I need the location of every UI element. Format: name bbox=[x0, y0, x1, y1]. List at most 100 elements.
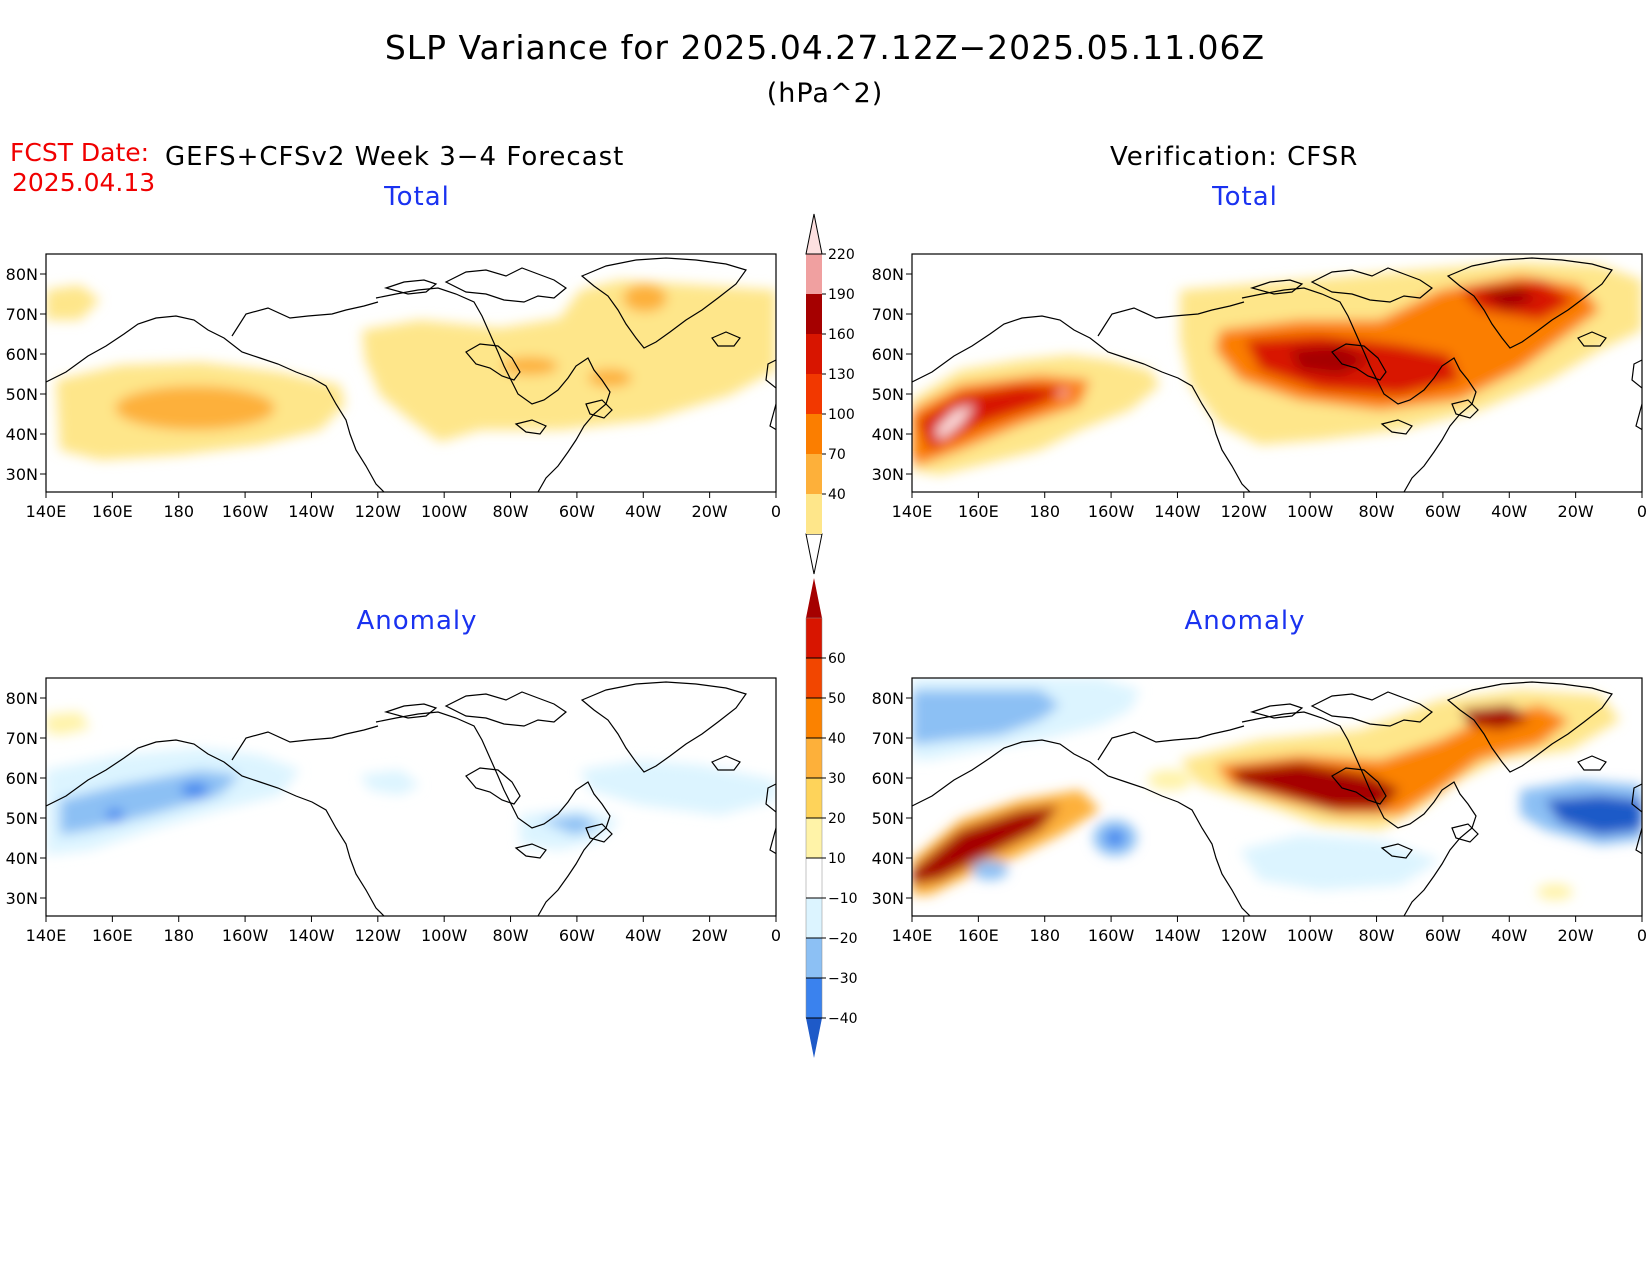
colorbar-swatch bbox=[806, 898, 822, 938]
fcst-date-value: 2025.04.13 bbox=[12, 168, 156, 197]
lon-tick-label: 60W bbox=[559, 926, 595, 945]
axis-labels: 80N 70N 60N 50N 40N 30N 140E 160E 180 160W 140W 120… bbox=[6, 265, 1647, 945]
colorbar-upper-extension bbox=[805, 213, 823, 255]
lon-tick-label: 20W bbox=[692, 502, 728, 521]
lon-tick-label: 40W bbox=[625, 926, 661, 945]
lat-tick-label: 80N bbox=[872, 689, 904, 708]
colorbar-level-label: 190 bbox=[828, 287, 855, 303]
lat-tick-label: 40N bbox=[6, 849, 38, 868]
colorbar-total: 40 70 100 130 160 190 220 bbox=[805, 213, 855, 575]
colorbar-level-label: 40 bbox=[828, 487, 846, 503]
colorbar-level-label: −40 bbox=[828, 1011, 858, 1027]
lon-tick-label: 60W bbox=[1425, 502, 1461, 521]
colorbar-lower-extension bbox=[806, 1018, 822, 1058]
colorbar-level-label: 100 bbox=[828, 407, 855, 423]
colorbar-swatch bbox=[806, 938, 822, 978]
lon-tick-label: 140W bbox=[288, 926, 335, 945]
lat-tick-label: 80N bbox=[6, 689, 38, 708]
colorbar-level-label: 10 bbox=[828, 851, 846, 867]
lon-tick-label: 60W bbox=[559, 502, 595, 521]
panel-title-forecast-total: Total bbox=[384, 182, 450, 212]
panel-title-verification-total: Total bbox=[1212, 182, 1278, 212]
lat-tick-label: 60N bbox=[872, 345, 904, 364]
lon-tick-label: 0 bbox=[1637, 926, 1647, 945]
colorbar-level-label: 20 bbox=[828, 811, 846, 827]
colorbar-swatch bbox=[806, 978, 822, 1018]
lat-tick-label: 70N bbox=[872, 729, 904, 748]
colorbar-swatch bbox=[806, 698, 822, 738]
lat-tick-label: 50N bbox=[872, 385, 904, 404]
lat-tick-label: 30N bbox=[872, 465, 904, 484]
lon-tick-label: 100W bbox=[1287, 926, 1334, 945]
fcst-date-label: FCST Date: bbox=[10, 138, 150, 167]
colorbar-swatch bbox=[806, 414, 822, 454]
lon-tick-label: 140E bbox=[892, 502, 933, 521]
lon-tick-label: 100W bbox=[421, 926, 468, 945]
colorbar-swatch bbox=[806, 778, 822, 818]
lon-tick-label: 180 bbox=[163, 926, 194, 945]
colorbar-swatch bbox=[806, 254, 822, 294]
lon-tick-label: 160W bbox=[1088, 502, 1135, 521]
lon-tick-label: 120W bbox=[1221, 926, 1268, 945]
lon-tick-label: 160E bbox=[958, 926, 999, 945]
lon-tick-label: 20W bbox=[1558, 926, 1594, 945]
lon-tick-label: 100W bbox=[421, 502, 468, 521]
lon-tick-label: 140E bbox=[26, 502, 67, 521]
lon-tick-label: 140W bbox=[1154, 502, 1201, 521]
lon-tick-label: 60W bbox=[1425, 926, 1461, 945]
lon-tick-label: 140E bbox=[26, 926, 67, 945]
lon-tick-label: 140E bbox=[892, 926, 933, 945]
lat-tick-label: 40N bbox=[872, 425, 904, 444]
colorbar-level-label: 130 bbox=[828, 367, 855, 383]
lat-tick-label: 60N bbox=[6, 769, 38, 788]
lon-tick-label: 40W bbox=[1491, 502, 1527, 521]
colorbar-level-label: 70 bbox=[828, 447, 846, 463]
lon-tick-label: 100W bbox=[1287, 502, 1334, 521]
verification-label: Verification: CFSR bbox=[1110, 142, 1359, 172]
main-title: SLP Variance for 2025.04.27.12Z−2025.05.… bbox=[384, 28, 1266, 67]
model-label: GEFS+CFSv2 Week 3−4 Forecast bbox=[165, 142, 625, 172]
lon-tick-label: 160E bbox=[92, 926, 133, 945]
lon-tick-label: 40W bbox=[625, 502, 661, 521]
colorbar-level-label: 220 bbox=[828, 247, 855, 263]
colorbar-swatch bbox=[806, 618, 822, 658]
lat-tick-label: 70N bbox=[872, 305, 904, 324]
lon-tick-label: 160E bbox=[958, 502, 999, 521]
lon-tick-label: 180 bbox=[1029, 926, 1060, 945]
lat-tick-label: 40N bbox=[872, 849, 904, 868]
panel-verification-anomaly bbox=[911, 677, 1643, 917]
lon-tick-label: 20W bbox=[692, 926, 728, 945]
colorbar-swatch bbox=[806, 334, 822, 374]
colorbar-swatch bbox=[806, 818, 822, 858]
lat-tick-label: 50N bbox=[6, 809, 38, 828]
colorbar-level-label: −30 bbox=[828, 971, 858, 987]
lon-tick-label: 160W bbox=[1088, 926, 1135, 945]
lon-tick-label: 20W bbox=[1558, 502, 1594, 521]
colorbar-level-label: 30 bbox=[828, 771, 846, 787]
colorbar-upper-extension bbox=[806, 578, 822, 618]
panel-title-verification-anomaly: Anomaly bbox=[1184, 606, 1306, 636]
lon-tick-label: 140W bbox=[1154, 926, 1201, 945]
lat-tick-label: 60N bbox=[6, 345, 38, 364]
lon-tick-label: 140W bbox=[288, 502, 335, 521]
lon-tick-label: 0 bbox=[771, 926, 781, 945]
lon-tick-label: 120W bbox=[1221, 502, 1268, 521]
colorbar-level-label: −10 bbox=[828, 891, 858, 907]
colorbar-swatch bbox=[806, 858, 822, 898]
lon-tick-label: 40W bbox=[1491, 926, 1527, 945]
lon-tick-label: 0 bbox=[771, 502, 781, 521]
colorbar-level-label: 50 bbox=[828, 691, 846, 707]
colorbar-swatch bbox=[806, 494, 822, 534]
panel-title-forecast-anomaly: Anomaly bbox=[356, 606, 478, 636]
panel-forecast-total bbox=[45, 253, 777, 493]
lon-tick-label: 120W bbox=[355, 926, 402, 945]
lon-tick-label: 80W bbox=[492, 502, 528, 521]
lat-tick-label: 80N bbox=[872, 265, 904, 284]
lat-tick-label: 30N bbox=[6, 889, 38, 908]
colorbar-level-label: 160 bbox=[828, 327, 855, 343]
lat-tick-label: 50N bbox=[6, 385, 38, 404]
panel-forecast-anomaly bbox=[45, 677, 777, 917]
lat-tick-label: 60N bbox=[872, 769, 904, 788]
units-label: (hPa^2) bbox=[766, 78, 884, 109]
